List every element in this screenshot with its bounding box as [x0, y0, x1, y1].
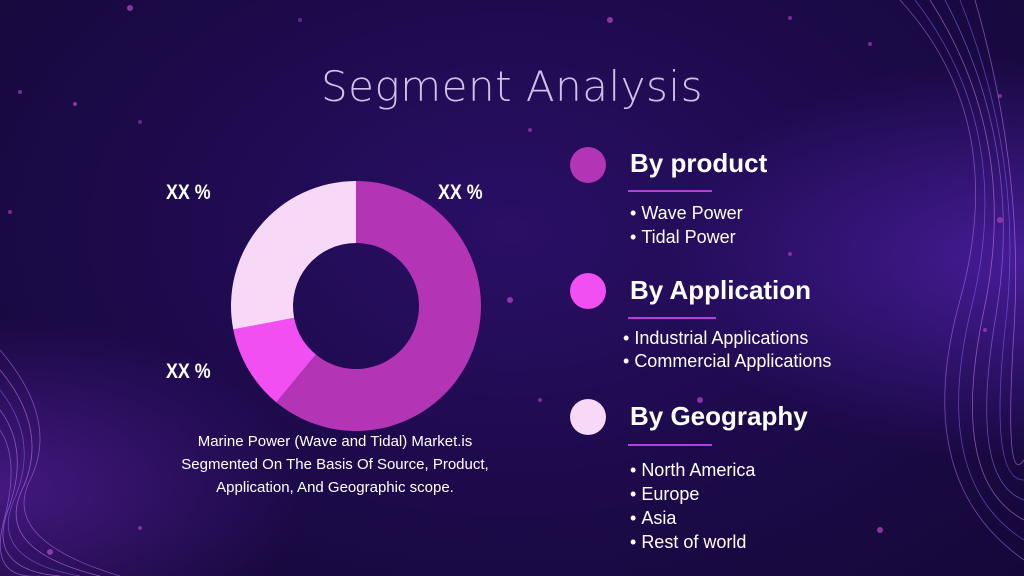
data-label-light: XX % [166, 181, 211, 204]
segment-underline [628, 444, 712, 446]
page-title: Segment Analysis [321, 62, 703, 111]
data-label-pink: XX % [166, 360, 211, 383]
segment-title-product: By product [630, 148, 768, 178]
segment-title-application: By Application [630, 275, 812, 305]
donut-slice-2 [233, 317, 316, 403]
list-item: Industrial Applications [623, 327, 831, 350]
list-item: North America [630, 458, 755, 482]
geography-list: North America Europe Asia Rest of world [630, 458, 755, 554]
list-item: Wave Power [630, 201, 742, 225]
application-bullet-icon [570, 273, 606, 309]
segment-title-geography: By Geography [630, 401, 808, 431]
segment-underline [628, 317, 716, 319]
list-item: Commercial Applications [623, 350, 831, 373]
geography-bullet-icon [570, 399, 606, 435]
donut-slice-3 [231, 181, 356, 330]
list-item: Europe [630, 482, 755, 506]
segment-underline [628, 190, 712, 192]
chart-caption: Marine Power (Wave and Tidal) Market.is … [181, 433, 489, 496]
application-list: Industrial Applications Commercial Appli… [623, 327, 831, 373]
data-label-purple: XX % [438, 181, 483, 204]
donut-chart [231, 181, 481, 431]
donut-slice-1 [276, 181, 481, 431]
list-item: Asia [630, 506, 755, 530]
list-item: Tidal Power [630, 225, 743, 249]
product-list: Wave Power Tidal Power [630, 201, 743, 249]
product-bullet-icon [570, 147, 606, 183]
list-item: Rest of world [630, 530, 755, 554]
